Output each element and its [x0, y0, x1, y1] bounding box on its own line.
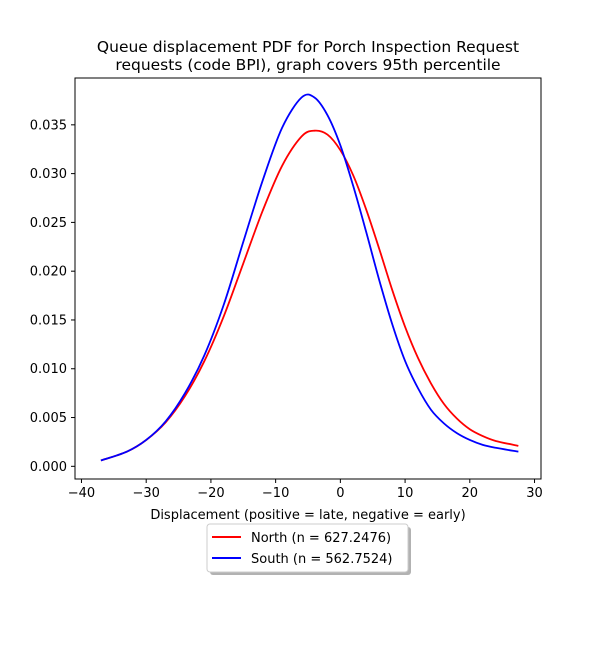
x-tick-label: −30	[132, 486, 159, 501]
chart-title-line-1: Queue displacement PDF for Porch Inspect…	[97, 38, 519, 56]
x-tick-label: −40	[68, 486, 95, 501]
y-tick-label: 0.035	[30, 118, 67, 133]
y-tick-label: 0.025	[30, 216, 67, 231]
x-tick-label: 0	[336, 486, 344, 501]
y-axis-ticks: 0.000 0.005 0.010 0.015 0.020 0.025 0.030 0.035	[30, 118, 75, 475]
x-tick-label: 20	[462, 486, 479, 501]
legend-label-south: South (n = 562.7524)	[251, 552, 392, 567]
y-tick-label: 0.020	[30, 265, 67, 280]
y-tick-label: 0.030	[30, 167, 67, 182]
y-tick-label: 0.000	[30, 460, 67, 475]
plot-frame	[74, 77, 542, 480]
x-tick-label: 30	[526, 486, 543, 501]
legend-label-north: North (n = 627.2476)	[251, 531, 391, 546]
x-tick-label: 10	[397, 486, 414, 501]
y-tick-label: 0.015	[30, 313, 67, 328]
series-line-north	[100, 129, 519, 462]
x-axis-ticks: −40 −30 −20 −10 0 10 20 30	[68, 479, 543, 501]
x-tick-label: −10	[262, 486, 289, 501]
x-axis-label: Displacement (positive = late, negative …	[150, 508, 465, 523]
y-tick-label: 0.010	[30, 362, 67, 377]
chart-title-line-2: requests (code BPI), graph covers 95th p…	[115, 56, 500, 74]
y-tick-label: 0.005	[30, 411, 67, 426]
plot-lines	[100, 93, 519, 462]
legend: North (n = 627.2476) South (n = 562.7524…	[206, 523, 411, 575]
legend-box	[206, 523, 409, 573]
series-line-south	[100, 93, 519, 462]
x-tick-label: −20	[197, 486, 224, 501]
